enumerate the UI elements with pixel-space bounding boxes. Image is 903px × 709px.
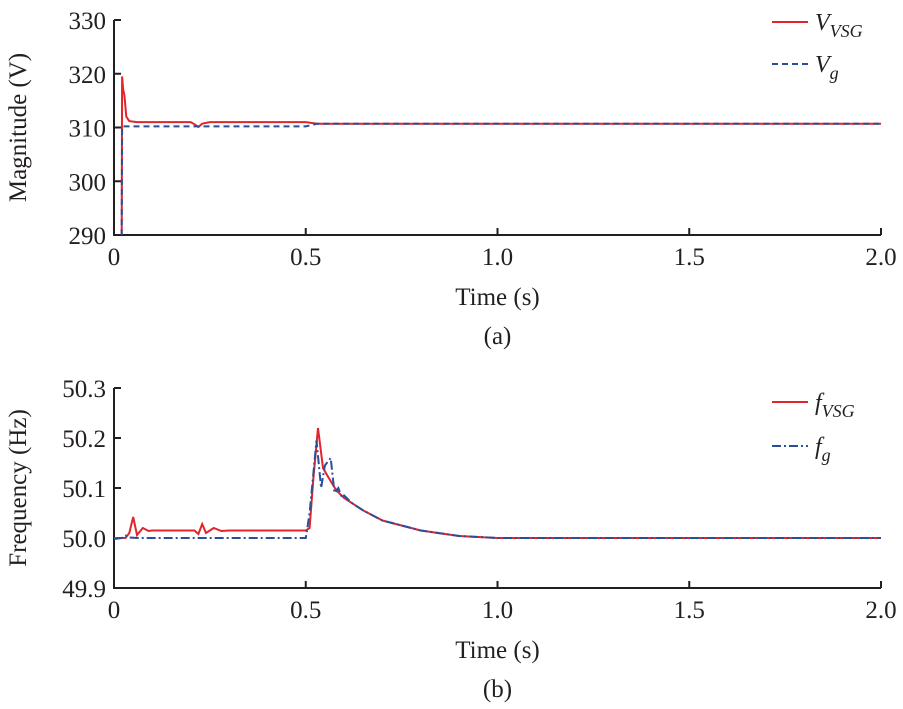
x-tick-label: 2.0: [865, 244, 896, 271]
legend-label: fg: [815, 434, 831, 465]
x-tick-label: 0.5: [290, 597, 321, 624]
y-tick-label: 50.3: [62, 376, 106, 403]
y-tick-label: 310: [69, 116, 107, 143]
series-line-f-VSG: [114, 427, 881, 539]
subplot-b: 0 0.5 1.0 1.5 2.0 49.9 50.0 50.1 50.2 50.3 Time (s…: [5, 376, 897, 703]
y-tick-label: 50.2: [62, 426, 106, 453]
x-tick-label: 1.5: [674, 597, 705, 624]
x-tick-label: 1.0: [482, 244, 513, 271]
legend-entry: fg: [772, 434, 831, 465]
x-tick-label: 0.5: [290, 244, 321, 271]
legend-symbol: V: [815, 10, 832, 36]
series-line-V-g: [120, 122, 881, 236]
series-line-f-g: [113, 440, 881, 540]
x-tick-label: 0: [108, 597, 121, 624]
y-tick-label: 290: [69, 223, 107, 250]
y-tick-label: 300: [69, 169, 107, 196]
legend-label: fVSG: [815, 390, 855, 421]
x-axis-label: Time (s): [455, 637, 540, 664]
x-tick-label: 1.5: [674, 244, 705, 271]
subplot-a: 0 0.5 1.0 1.5 2.0 290 300 310 320 330 Time (s) (a) M…: [5, 8, 897, 350]
series-line-V-VSG: [120, 76, 881, 236]
y-axis-label: Frequency (Hz): [5, 409, 32, 567]
x-tick-label: 1.0: [482, 597, 513, 624]
y-tick-label: 49.9: [62, 576, 106, 603]
axes: [113, 388, 881, 589]
legend-subscript: g: [822, 445, 831, 465]
subplot-caption: (b): [483, 676, 512, 703]
legend-entry: VVSG: [772, 10, 863, 41]
y-axis-label: Magnitude (V): [5, 53, 32, 202]
legend-label: VVSG: [815, 10, 863, 41]
legend-label: Vg: [815, 52, 839, 83]
y-tick-label: 320: [69, 62, 107, 89]
legend-subscript: g: [830, 63, 839, 83]
legend-symbol: f: [815, 434, 825, 460]
legend-entry: fVSG: [772, 390, 855, 421]
subplot-caption: (a): [484, 323, 512, 350]
legend-symbol: f: [815, 390, 825, 416]
axes: [113, 20, 881, 236]
legend-entry: Vg: [772, 52, 839, 83]
x-tick-label: 2.0: [865, 597, 896, 624]
y-tick-label: 50.0: [62, 526, 106, 553]
y-tick-label: 330: [69, 8, 107, 35]
y-tick-label: 50.1: [62, 476, 106, 503]
x-axis-label: Time (s): [455, 284, 540, 311]
legend-subscript: VSG: [830, 21, 863, 41]
x-tick-label: 0: [108, 244, 121, 271]
legend-symbol: V: [815, 52, 832, 78]
legend-subscript: VSG: [822, 401, 855, 421]
